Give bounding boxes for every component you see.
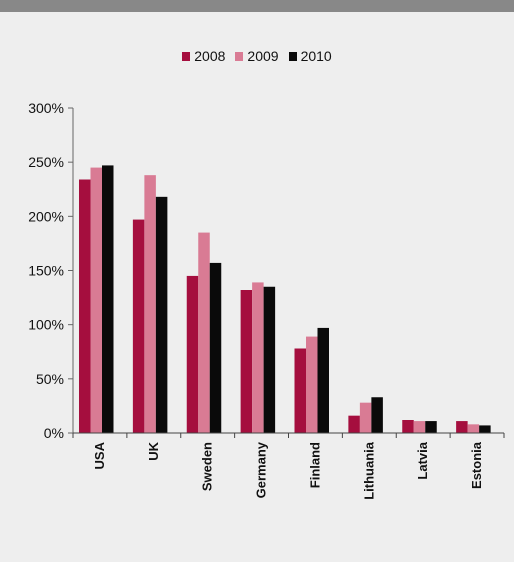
x-tick-label: Sweden (200, 442, 215, 491)
x-tick-label: USA (92, 441, 107, 469)
bar-usa-2009 (90, 167, 102, 434)
legend-item: 2008 (182, 48, 225, 64)
bar-estonia-2009 (467, 424, 480, 433)
bar-latvia-2009 (413, 421, 426, 433)
bar-latvia-2010 (425, 421, 437, 433)
bar-sweden-2008 (186, 275, 199, 433)
x-tick-label: Finland (307, 442, 322, 488)
bar-uk-2008 (132, 219, 145, 433)
y-tick-label: 0% (44, 425, 64, 441)
x-tick-label: Estonia (469, 441, 484, 489)
bar-sweden-2009 (198, 232, 210, 433)
bar-germany-2010 (263, 286, 276, 433)
legend-label: 2008 (194, 48, 226, 64)
y-tick-label: 300% (28, 100, 64, 116)
bar-germany-2009 (252, 282, 264, 433)
bar-usa-2010 (102, 165, 114, 433)
bar-sweden-2010 (209, 262, 222, 433)
bar-uk-2009 (144, 175, 156, 433)
bar-germany-2008 (240, 290, 253, 433)
bar-estonia-2010 (479, 425, 491, 433)
x-tick-label: Latvia (415, 441, 430, 479)
legend-swatch (182, 51, 191, 61)
legend-label: 2010 (300, 48, 332, 64)
bar-lithuania-2010 (371, 397, 383, 433)
bar-usa-2008 (79, 179, 91, 433)
chart-legend: 2008 2009 2010 (0, 48, 514, 64)
legend-swatch (235, 51, 244, 61)
legend-swatch (288, 51, 297, 61)
bar-finland-2008 (294, 348, 306, 433)
y-tick-label: 200% (28, 208, 64, 224)
legend-item: 2009 (235, 48, 279, 64)
top-bar (0, 0, 514, 12)
bar-lithuania-2008 (348, 415, 360, 433)
x-tick-label: Germany (254, 441, 269, 498)
bar-lithuania-2009 (359, 402, 372, 433)
bar-uk-2010 (155, 196, 168, 433)
bar-finland-2010 (317, 327, 329, 433)
x-tick-label: Lithuania (361, 441, 376, 500)
y-tick-label: 250% (28, 154, 64, 170)
bar-finland-2009 (306, 336, 318, 433)
legend-label: 2009 (247, 48, 279, 64)
legend-item: 2010 (288, 48, 332, 64)
bar-estonia-2008 (456, 421, 468, 433)
bar-latvia-2008 (402, 420, 414, 433)
x-tick-label: UK (146, 441, 161, 460)
y-tick-label: 100% (28, 317, 64, 333)
y-tick-label: 50% (36, 371, 64, 387)
y-tick-label: 150% (28, 263, 64, 279)
